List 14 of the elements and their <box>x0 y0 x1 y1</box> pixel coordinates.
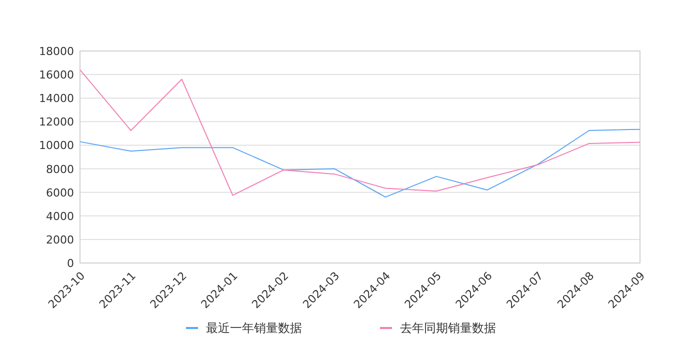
y-tick-label: 4000 <box>46 210 74 223</box>
line-series <box>80 69 640 196</box>
y-tick-label: 10000 <box>39 139 74 152</box>
legend-label: 去年同期销量数据 <box>400 321 496 335</box>
legend-label: 最近一年销量数据 <box>206 321 302 335</box>
y-tick-label: 12000 <box>39 116 74 129</box>
y-tick-label: 16000 <box>39 68 74 82</box>
y-tick-label: 0 <box>67 257 74 270</box>
y-tick-label: 2000 <box>46 233 74 246</box>
y-tick-label: 8000 <box>46 162 74 176</box>
y-tick-label: 18000 <box>39 45 74 58</box>
line-series <box>80 128 640 198</box>
y-tick-label: 6000 <box>46 186 74 200</box>
y-tick-label: 14000 <box>39 92 74 106</box>
